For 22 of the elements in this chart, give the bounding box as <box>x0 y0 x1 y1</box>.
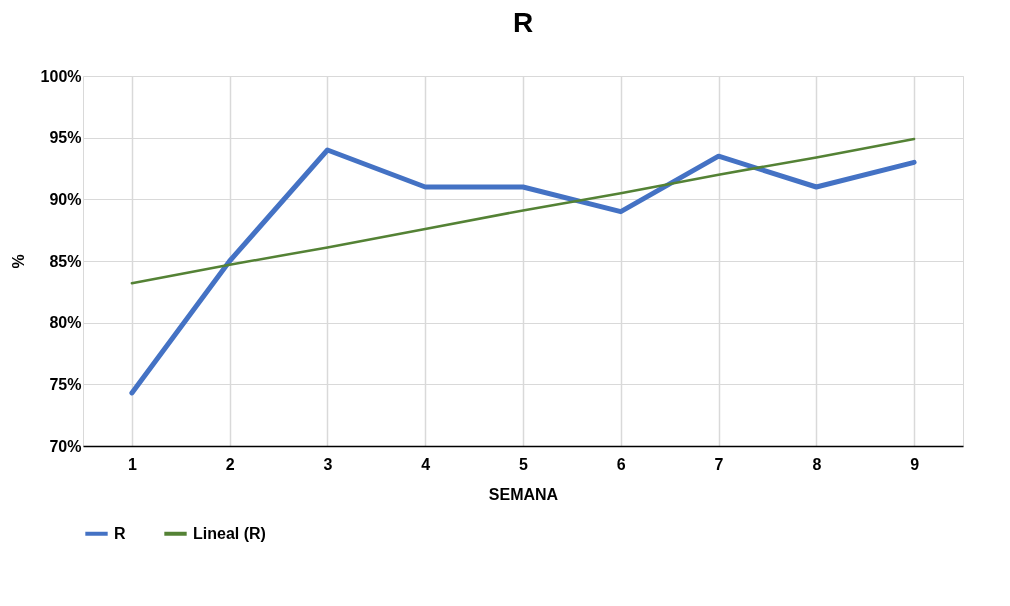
y-tick-label: 100% <box>40 67 82 85</box>
y-tick-label: 95% <box>49 129 82 147</box>
x-tick-label: 1 <box>127 455 137 473</box>
y-tick-label: 90% <box>49 190 82 208</box>
x-axis-title: SEMANA <box>488 485 559 503</box>
y-tick-label: 85% <box>49 252 82 270</box>
legend-label: R <box>114 524 126 542</box>
y-tick-label: 70% <box>49 437 82 455</box>
legend-label: Lineal (R) <box>193 524 266 542</box>
line-series <box>130 137 916 285</box>
x-tick-label: 2 <box>225 455 235 473</box>
y-tick-label: 75% <box>49 375 82 393</box>
chart-title: R <box>512 7 534 38</box>
x-tick-label: 7 <box>714 455 724 473</box>
x-tick-label: 6 <box>616 455 626 473</box>
y-tick-label: 80% <box>49 314 82 332</box>
x-tick-label: 4 <box>421 455 431 473</box>
y-axis-title: % <box>9 254 27 269</box>
x-tick-label: 9 <box>910 455 920 473</box>
x-tick-label: 3 <box>323 455 333 473</box>
x-tick-label: 8 <box>812 455 822 473</box>
x-tick-label: 5 <box>519 455 529 473</box>
